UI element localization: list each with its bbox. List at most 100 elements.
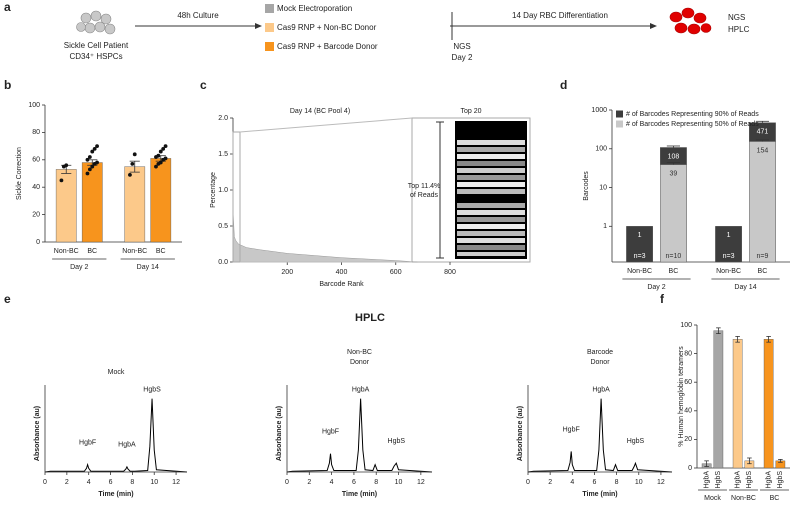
chart-title: Mock: [108, 369, 125, 376]
data-point: [158, 149, 163, 154]
zoom-line: [239, 117, 413, 133]
data-point: [87, 167, 92, 172]
x-tick-label: 10: [635, 479, 643, 486]
group-label: BC: [770, 495, 780, 502]
peak-label: HgbF: [322, 429, 339, 436]
x-tick-label: HgbA: [734, 471, 741, 489]
figure-title: HPLC: [355, 312, 385, 324]
data-point: [163, 156, 168, 161]
y-tick-label: 40: [32, 184, 40, 191]
n-label: n=3: [634, 253, 646, 260]
panel-label: c: [200, 78, 207, 92]
peak-label: HgbA: [118, 442, 136, 449]
bar: [150, 158, 172, 243]
cell-cluster: [76, 10, 116, 35]
condition-swatch: [265, 42, 274, 51]
y-tick-label: 2.0: [218, 115, 228, 122]
x-tick-label: HgbS: [715, 471, 722, 489]
sampling-label: Day 2: [452, 53, 473, 62]
x-tick-label: 800: [444, 269, 456, 276]
x-tick-label: 8: [615, 479, 619, 486]
y-tick-label: 1.0: [218, 187, 228, 194]
panel-label: f: [660, 292, 665, 306]
bar: [715, 226, 742, 263]
readout-label: HPLC: [728, 25, 750, 34]
legend-swatch: [616, 110, 623, 118]
data-label: 154: [757, 147, 769, 154]
data-point: [87, 155, 92, 159]
panel-label: d: [560, 78, 567, 92]
y-tick-label: 100: [595, 146, 607, 153]
data-point: [161, 146, 166, 151]
x-tick-label: 0: [285, 479, 289, 486]
step-label: 14 Day RBC Differentiation: [512, 11, 608, 20]
source-label: Sickle Cell Patient: [64, 41, 129, 50]
bar: [713, 330, 724, 469]
y-tick-label: 0: [36, 239, 40, 246]
x-axis-label: Barcode Rank: [319, 281, 364, 288]
data-label: 39: [670, 170, 678, 177]
panel-label: a: [4, 0, 11, 14]
x-tick-label: Non-BC: [627, 268, 652, 275]
trace: [44, 398, 188, 473]
x-tick-label: 8: [130, 479, 134, 486]
x-tick-label: 10: [395, 479, 403, 486]
y-axis-label: Sickle Correction: [16, 147, 23, 200]
y-axis-label: Barcodes: [583, 171, 590, 201]
x-axis-label: Time (min): [582, 491, 617, 498]
x-tick-label: BC: [156, 248, 166, 255]
y-tick-label: 0: [688, 465, 692, 472]
group-label: Day 14: [137, 264, 159, 271]
y-tick-label: 100: [680, 322, 692, 329]
legend-swatch: [616, 120, 623, 128]
x-tick-label: 400: [336, 269, 348, 276]
x-axis-label: Time (min): [98, 491, 133, 498]
data-point: [59, 178, 64, 183]
bar: [732, 339, 743, 469]
y-tick-label: 100: [28, 102, 40, 109]
data-point: [85, 157, 90, 162]
chart-title: Barcode: [587, 349, 613, 356]
x-tick-label: BC: [87, 248, 97, 255]
x-tick-label: HgbS: [746, 471, 753, 489]
data-point: [128, 172, 132, 177]
x-tick-label: 6: [593, 479, 597, 486]
condition-swatch: [265, 23, 274, 32]
group-label: Non-BC: [731, 495, 756, 502]
bar: [626, 226, 653, 263]
panel-label: b: [4, 78, 11, 92]
y-tick-label: 0.5: [218, 223, 228, 230]
data-point: [92, 146, 97, 151]
n-label: n=9: [756, 253, 768, 260]
y-tick-label: 80: [684, 350, 692, 357]
peak-label: HgbF: [79, 440, 96, 447]
y-axis-label: Absorbance (au): [34, 406, 41, 461]
chart-title: Donor: [350, 359, 370, 366]
x-tick-label: 12: [657, 479, 665, 486]
chart-title: Day 14 (BC Pool 4): [290, 108, 350, 115]
data-point: [130, 162, 135, 166]
readout-label: NGS: [728, 13, 745, 22]
red-cells: [669, 7, 712, 35]
data-point: [85, 171, 90, 176]
chart-title: Non-BC: [347, 349, 372, 356]
x-tick-label: BC: [758, 268, 768, 275]
data-point: [132, 152, 137, 157]
x-tick-label: HgbA: [703, 471, 710, 489]
y-axis-label: % Human hemoglobin tetramers: [678, 346, 685, 447]
y-tick-label: 10: [599, 184, 607, 191]
y-tick-label: 1: [603, 223, 607, 230]
arrowhead: [650, 23, 657, 29]
y-axis-label: Percentage: [210, 172, 217, 208]
sampling-label: NGS: [453, 42, 470, 51]
x-tick-label: BC: [669, 268, 679, 275]
chart-title: Donor: [590, 359, 610, 366]
peak-label: HgbS: [388, 438, 406, 445]
x-tick-label: HgbS: [777, 471, 784, 489]
x-tick-label: 200: [281, 269, 293, 276]
y-tick-label: 20: [684, 436, 692, 443]
step-label: 48h Culture: [177, 11, 219, 20]
x-tick-label: 2: [548, 479, 552, 486]
trace: [527, 398, 673, 473]
trace: [286, 398, 433, 473]
